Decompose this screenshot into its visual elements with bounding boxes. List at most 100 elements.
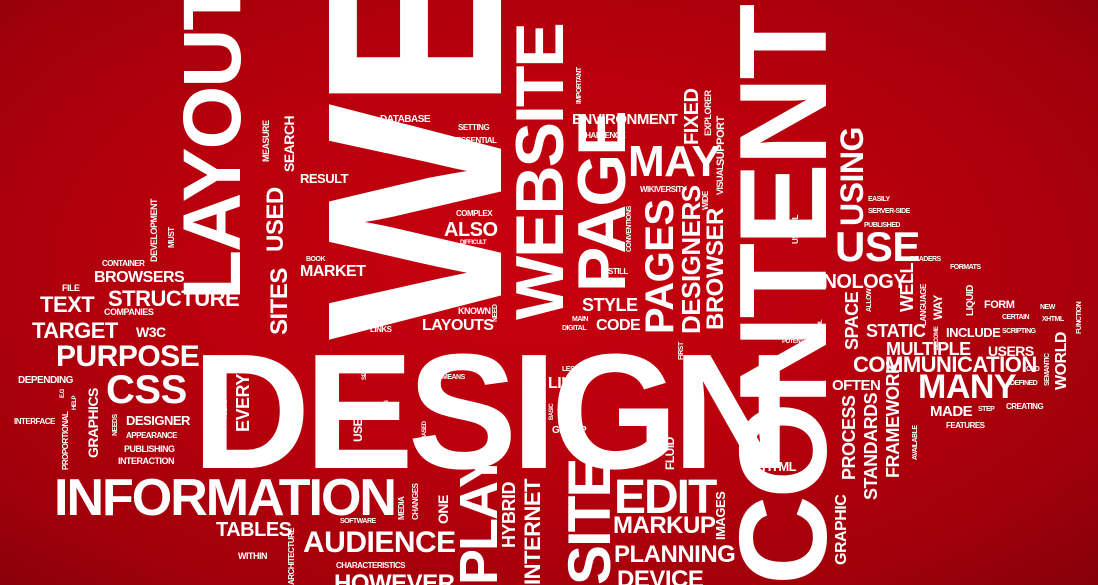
word-wikiversity: WIKIVERSITY — [640, 185, 687, 194]
word-new: NEW — [1040, 304, 1055, 311]
word-process: PROCESS — [839, 395, 859, 480]
word-companies: COMPANIES — [104, 307, 154, 317]
word-images: IMAGES — [713, 491, 728, 540]
word-include: INCLUDE — [946, 325, 1001, 340]
word-useful: USEFUL — [791, 215, 800, 244]
word-framework: FRAMEWORK — [883, 361, 903, 478]
word-site: SITE — [556, 459, 623, 585]
word-may: MAY — [628, 137, 721, 186]
word-play: PLAY — [449, 453, 509, 585]
word-measure: MEASURE — [261, 120, 271, 162]
word-book: BOOK — [306, 256, 326, 263]
word-like: LIKE — [548, 375, 583, 392]
word-needs: NEEDS — [112, 414, 119, 436]
word-main: MAIN — [572, 316, 588, 323]
word-software: SOFTWARE — [340, 518, 376, 525]
word-first: FIRST — [678, 342, 685, 360]
word-wide: WIDE — [701, 191, 710, 210]
word-digital: DIGITAL — [562, 325, 586, 332]
word-essential: ESSENTIAL — [456, 136, 497, 145]
word-potential: POTENTIAL — [782, 339, 812, 345]
word-use: USE — [835, 223, 920, 270]
word-done: DONE — [222, 372, 228, 388]
word-browsers: BROWSERS — [94, 269, 185, 286]
word-interface: INTERFACE — [14, 417, 55, 426]
word-well: WELL — [897, 263, 917, 312]
word-step: STEP — [978, 406, 995, 413]
word-means: MEANS — [442, 374, 465, 381]
word-available: AVAILABLE — [912, 425, 919, 460]
word-complex: COMPLEX — [456, 209, 493, 218]
word-based: BASED — [422, 421, 428, 440]
word-made: MADE — [930, 403, 973, 420]
word-layout: LAYOUT — [167, 0, 258, 300]
word-pages: PAGES — [638, 199, 682, 334]
word-market: MARKET — [300, 263, 366, 280]
word-challenge: CHALLENGE — [580, 131, 626, 140]
word-result: RESULT — [300, 171, 349, 186]
word-liquid: LIQUID — [965, 285, 976, 316]
word-support: SUPPORT — [715, 116, 727, 166]
word-characteristics: CHARACTERISTICS — [336, 561, 405, 570]
word-user: USER — [351, 410, 365, 442]
word-setting: SETTING — [458, 123, 490, 132]
word-designer: DESIGNER — [126, 413, 190, 428]
word-often: OFTEN — [832, 377, 881, 394]
word-target: TARGET — [32, 318, 118, 343]
word-conventions: CONVENTIONS — [626, 206, 633, 252]
word-internet: INTERNET — [520, 479, 545, 585]
word-scripting: SCRIPTING — [1002, 328, 1036, 335]
word-architecture: ARCHITECTURE — [287, 527, 296, 585]
word-old: OLD — [1026, 366, 1040, 373]
word-many: MANY — [918, 368, 1017, 406]
word-world: WORLD — [1053, 332, 1070, 390]
word-one: ONE — [435, 495, 451, 524]
word-readers: READERS — [910, 256, 941, 263]
word-also: ALSO — [444, 219, 498, 241]
word-depending: DEPENDING — [18, 375, 73, 386]
word-project: PROJECT — [762, 323, 825, 339]
word-file: FILE — [62, 283, 80, 293]
word-control: CONTROL — [818, 319, 824, 346]
word-browser: BROWSER — [702, 208, 729, 330]
word-xhtml: XHTML — [1042, 316, 1064, 323]
word-purpose: PURPOSE — [56, 340, 200, 373]
word-however: HOWEVER — [334, 570, 455, 585]
word-database: DATABASE — [380, 114, 431, 125]
word-less: LESS — [562, 366, 579, 373]
word-static: STATIC — [866, 321, 926, 341]
word-visual: VISUAL — [715, 164, 725, 195]
word-environment: ENVIRONMENT — [572, 111, 678, 128]
word-interaction: INTERACTION — [118, 456, 175, 466]
word-way: WAY — [931, 295, 945, 320]
word-container: CONTAINER — [102, 259, 145, 268]
word-easily: EASILY — [868, 196, 890, 203]
word-standards: STANDARDS — [861, 392, 881, 500]
word-search: SEARCH — [281, 115, 297, 172]
word-graphics: GRAPHICS — [85, 388, 101, 458]
word-semantic: SEMANTIC — [1044, 353, 1051, 386]
word-within: WITHIN — [238, 551, 268, 561]
word-content: CONTENT — [715, 6, 853, 585]
word-help: HELP — [72, 395, 78, 410]
word-function: FUNCTION — [1076, 301, 1083, 334]
word-publishing: PUBLISHING — [124, 444, 175, 454]
word-known: KNOWN — [458, 306, 491, 316]
word-layouts: LAYOUTS — [422, 317, 494, 334]
word-fixed: FIXED — [681, 88, 703, 145]
word-links: LINKS — [370, 325, 392, 334]
word-defined: DEFINED — [1010, 380, 1038, 387]
word-design: DESIGN — [192, 320, 791, 503]
word-allow: ALLOW — [866, 288, 873, 312]
word-planning: PLANNING — [614, 541, 736, 568]
word-device: DEVICE — [617, 566, 704, 585]
word-users: USERS — [988, 343, 1034, 359]
word-need: NEED — [492, 304, 499, 322]
word-multiple: MULTIPLE — [886, 339, 971, 359]
word-development: DEVELOPMENT — [149, 198, 159, 262]
word-size: SIZE — [362, 368, 368, 380]
word-w3c: W3C — [136, 324, 166, 340]
word-communication: COMMUNICATION — [853, 352, 1037, 377]
word-important: IMPORTANT — [576, 67, 583, 104]
